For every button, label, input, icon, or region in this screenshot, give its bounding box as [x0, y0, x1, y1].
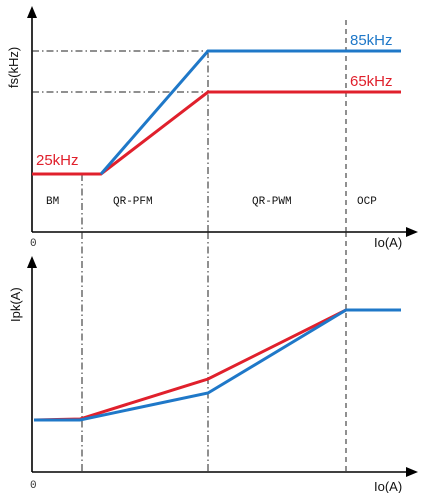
- region-label-ocp: OCP: [357, 196, 377, 208]
- region-label-qr-pfm: QR-PFM: [113, 196, 153, 208]
- annotation-85khz: 85kHz: [350, 32, 393, 49]
- bottom-origin-label: 0: [30, 480, 37, 492]
- annotation-25khz: 25kHz: [36, 152, 79, 169]
- series-line-blue-frequency: [99, 49, 401, 175]
- region-label-qr-pwm: QR-PWM: [252, 196, 292, 208]
- annotation-65khz: 65kHz: [350, 73, 393, 90]
- bottom-y-axis-arrow: [27, 256, 37, 268]
- bottom-x-axis-arrow: [406, 467, 418, 477]
- series-line-blue-current: [34, 308, 401, 422]
- top-origin-label: 0: [30, 238, 37, 250]
- top-x-axis-label: Io(A): [374, 235, 402, 250]
- top-y-axis-label: fs(kHz): [6, 47, 21, 88]
- top-x-axis-arrow: [406, 227, 418, 237]
- bottom-y-axis-label: Ipk(A): [8, 287, 23, 322]
- series-line-red-frequency: [32, 90, 401, 176]
- region-label-bm: BM: [46, 196, 59, 208]
- bottom-x-axis-label: Io(A): [374, 479, 402, 493]
- top-y-axis-arrow: [27, 6, 37, 18]
